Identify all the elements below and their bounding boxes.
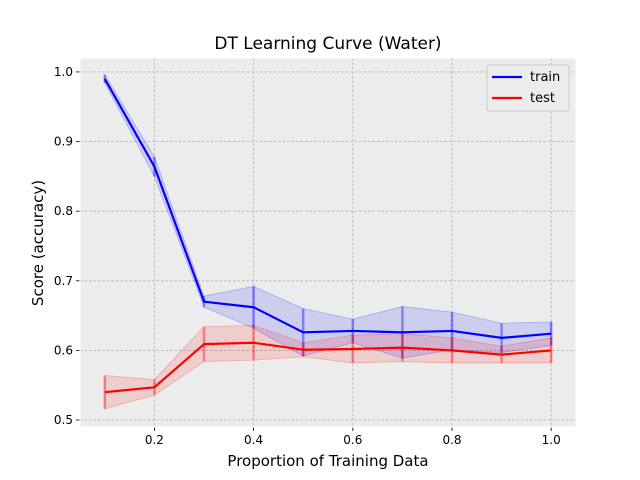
y-tick-label: 0.7 (54, 274, 73, 288)
confidence-bands (104, 73, 552, 410)
series-lines (103, 78, 552, 394)
plot-area (80, 58, 576, 427)
legend-label-test: test (530, 91, 555, 106)
legend-label-train: train (530, 70, 560, 85)
x-tick-label: 1.0 (542, 433, 561, 447)
band-train (104, 73, 552, 359)
y-tick-label: 0.6 (54, 343, 73, 357)
x-tick-label: 0.2 (145, 433, 164, 447)
plot-frame (79, 57, 577, 428)
y-tick-label: 0.5 (54, 413, 73, 427)
x-tick-labels: 0.2 0.4 0.6 0.8 1.0 (145, 433, 561, 447)
x-tick-label: 0.4 (244, 433, 263, 447)
x-axis-label: Proportion of Training Data (227, 452, 428, 470)
y-tick-label: 1.0 (54, 65, 73, 79)
y-axis-label: Score (accuracy) (29, 180, 47, 306)
line-test (104, 341, 552, 394)
band-test (104, 324, 552, 410)
line-train (103, 78, 552, 339)
y-tick-label: 0.8 (54, 204, 73, 218)
y-tick-labels: 0.5 0.6 0.7 0.8 0.9 1.0 (54, 65, 73, 427)
x-tick-label: 0.6 (343, 433, 362, 447)
legend: train test (486, 64, 570, 112)
y-tick-label: 0.9 (54, 135, 73, 149)
x-tick-label: 0.8 (442, 433, 461, 447)
chart-title: DT Learning Curve (Water) (214, 34, 441, 54)
